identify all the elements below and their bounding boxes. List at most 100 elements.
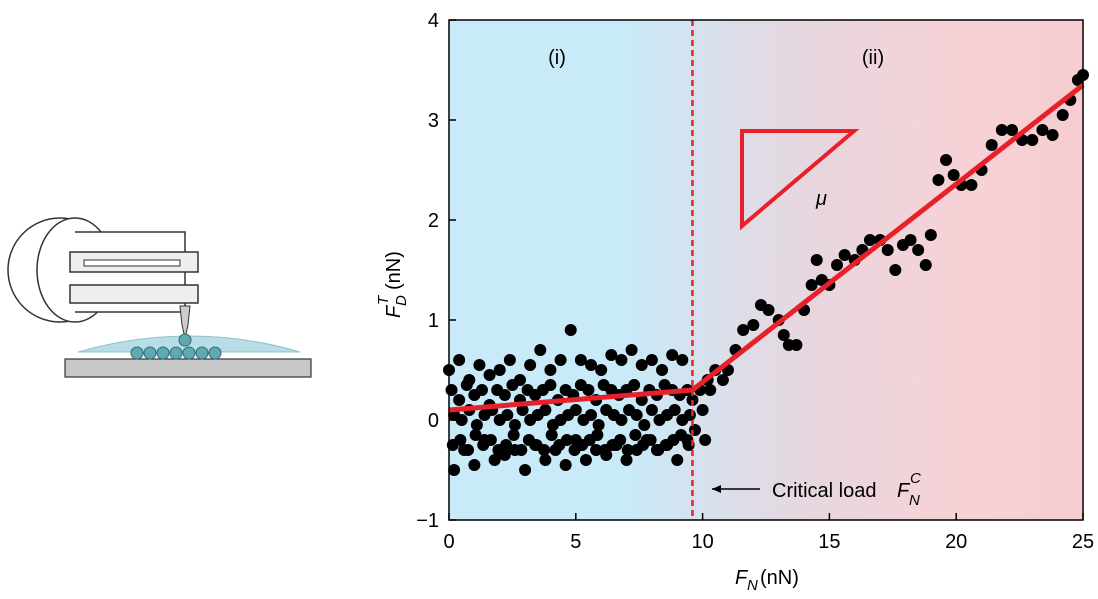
data-point: [473, 359, 486, 371]
data-point: [671, 454, 684, 466]
data-point: [747, 319, 760, 331]
data-point: [507, 429, 520, 441]
x-tick-label: 10: [691, 531, 713, 553]
data-point: [579, 454, 592, 466]
data-point: [881, 244, 894, 256]
data-point: [644, 434, 657, 446]
data-point: [453, 354, 466, 366]
slope-label: μ: [815, 188, 827, 210]
x-label-subscript: N: [747, 577, 758, 594]
data-point: [488, 454, 501, 466]
data-point: [947, 169, 960, 181]
data-point: [539, 454, 552, 466]
data-point: [777, 329, 790, 341]
data-point: [585, 409, 598, 421]
region-label: (ii): [862, 47, 884, 69]
data-point: [534, 344, 547, 356]
data-point: [635, 359, 648, 371]
data-point: [590, 444, 603, 456]
data-point: [469, 429, 482, 441]
x-label-symbol: F: [735, 567, 749, 589]
data-point: [621, 444, 634, 456]
slope-triangle: [740, 129, 860, 231]
data-point: [1026, 134, 1039, 146]
data-point: [932, 174, 945, 186]
arrow-head: [712, 485, 721, 493]
y-tick-label: 4: [428, 10, 439, 32]
data-point: [805, 279, 818, 291]
y-tick-label: 0: [428, 410, 439, 432]
data-point: [704, 384, 717, 396]
data-point: [699, 434, 712, 446]
data-point: [645, 404, 658, 416]
data-point: [1036, 124, 1049, 136]
data-point: [559, 459, 572, 471]
y-tick-label: 3: [428, 110, 439, 132]
data-point: [545, 429, 558, 441]
data-point: [484, 434, 497, 446]
afm-illustration: [7, 217, 312, 378]
data-point: [675, 429, 688, 441]
data-point: [448, 464, 461, 476]
data-point: [516, 404, 529, 416]
data-point: [628, 379, 641, 391]
critical-annotation: Critical load F N C: [712, 470, 921, 509]
data-point: [498, 389, 511, 401]
data-point: [524, 359, 537, 371]
plot-frame: [448, 19, 1084, 521]
data-point: [668, 404, 681, 416]
data-point: [965, 179, 978, 191]
data-point: [688, 424, 701, 436]
y-axis-label: F D T (nN): [375, 251, 410, 318]
data-point: [625, 344, 638, 356]
data-point: [863, 234, 876, 246]
data-point: [630, 409, 643, 421]
data-point: [506, 379, 519, 391]
data-point: [716, 374, 729, 386]
y-label-subscript: D: [393, 295, 410, 306]
data-point: [468, 459, 481, 471]
data-point: [595, 364, 608, 376]
x-tick-label: 20: [945, 531, 967, 553]
data-point: [638, 419, 651, 431]
data-point: [564, 324, 577, 336]
data-point: [554, 354, 567, 366]
data-point: [924, 229, 937, 241]
data-point: [635, 394, 648, 406]
data-point: [544, 364, 557, 376]
data-point: [676, 354, 689, 366]
data-point: [615, 354, 628, 366]
data-point: [574, 354, 587, 366]
y-label-superscript: T: [375, 294, 392, 305]
data-point: [995, 124, 1008, 136]
data-point: [656, 364, 669, 376]
data-point: [569, 404, 582, 416]
x-tick-label: 5: [570, 531, 581, 553]
data-point: [460, 379, 473, 391]
data-point: [501, 409, 514, 421]
data-point: [831, 259, 844, 271]
data-point: [666, 349, 679, 361]
x-tick-label: 0: [443, 531, 454, 553]
data-point: [838, 249, 851, 261]
data-point: [696, 404, 709, 416]
critical-text: Critical load: [772, 480, 876, 502]
data-point: [453, 394, 466, 406]
fit-line: [448, 83, 1085, 413]
data-point: [810, 254, 823, 266]
data-point: [645, 354, 658, 366]
data-point: [683, 409, 696, 421]
data-point: [1046, 129, 1059, 141]
data-point: [585, 359, 598, 371]
data-point: [483, 369, 496, 381]
data-point: [629, 429, 642, 441]
data-point: [620, 454, 633, 466]
x-tick-label: 15: [818, 531, 840, 553]
data-point: [614, 434, 627, 446]
marks: [443, 20, 1089, 520]
data-point: [475, 384, 488, 396]
y-tick-label: 2: [428, 210, 439, 232]
data-point: [919, 259, 932, 271]
